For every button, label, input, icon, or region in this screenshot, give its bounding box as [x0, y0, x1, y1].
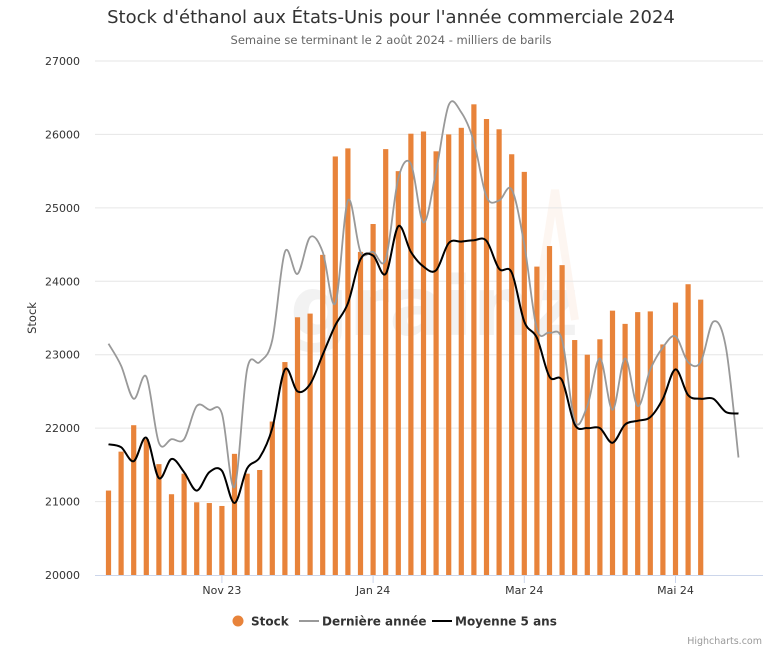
y-tick-label: 20000 [45, 569, 80, 582]
legend-item[interactable]: Moyenne 5 ans [432, 615, 557, 629]
x-tick-label: Nov 23 [202, 584, 241, 597]
chart-subtitle: Semaine se terminant le 2 août 2024 - mi… [231, 33, 552, 47]
stock-bar [219, 505, 225, 575]
stock-bar [294, 317, 301, 575]
stock-bar [105, 490, 112, 575]
stock-bar [584, 354, 590, 575]
stock-bar [357, 251, 364, 575]
x-tick-label: Mar 24 [505, 584, 543, 597]
y-tick-label: 23000 [45, 349, 80, 362]
stock-bar [420, 131, 427, 575]
stock-bar [206, 503, 212, 575]
y-tick-label: 26000 [45, 128, 80, 141]
stock-bar [269, 421, 275, 575]
y-tick-label: 22000 [45, 422, 80, 435]
x-tick-label: Mai 24 [657, 584, 694, 597]
stock-bar [345, 148, 351, 575]
y-tick-label: 25000 [45, 202, 80, 215]
stock-bar [320, 254, 326, 575]
stock-bar [307, 313, 313, 575]
stock-bar [156, 464, 162, 575]
stock-bar [546, 246, 553, 576]
stock-bar [471, 104, 477, 575]
stock-bar [168, 494, 175, 575]
stock-bar [622, 323, 628, 575]
stock-bar [685, 284, 691, 575]
chart-title: Stock d'éthanol aux États-Unis pour l'an… [107, 6, 675, 28]
stock-bar [231, 453, 238, 575]
y-tick-label: 24000 [45, 275, 80, 288]
stock-bar [635, 312, 641, 575]
stock-bar [698, 299, 704, 575]
stock-bar [383, 149, 389, 575]
y-tick-label: 27000 [45, 55, 80, 68]
legend-label: Stock [251, 615, 290, 629]
stock-bar [496, 129, 502, 575]
y-tick-label: 21000 [45, 496, 80, 509]
stock-bar [572, 340, 578, 575]
stock-bar [395, 171, 401, 575]
stock-bar [672, 302, 679, 575]
stock-bar [194, 502, 200, 575]
legend-symbol-stock [232, 615, 244, 627]
legend-label: Moyenne 5 ans [455, 615, 557, 629]
stock-bar [370, 224, 376, 576]
legend[interactable]: Stock Dernière année Moyenne 5 ans [232, 615, 557, 629]
stock-bar [131, 425, 137, 575]
stock-bar [244, 473, 250, 575]
stock-bar [597, 339, 603, 575]
stock-bar [143, 439, 149, 575]
stock-bar [660, 344, 666, 575]
stock-bar [446, 134, 452, 575]
legend-item[interactable]: Stock [232, 615, 290, 629]
credits[interactable]: Highcharts.com [687, 636, 762, 647]
y-axis-ticks: 20000 21000 22000 23000 24000 25000 26000 27000 [45, 55, 80, 582]
stock-bar [534, 266, 540, 575]
legend-item[interactable]: Dernière année [299, 615, 427, 629]
stock-bar [257, 469, 263, 575]
moyenne-5-ans-line [108, 224, 739, 505]
x-tick-label: Jan 24 [355, 584, 390, 597]
stock-bar [458, 127, 464, 575]
stock-bar [521, 171, 527, 575]
derniere-annee-line [107, 100, 740, 488]
legend-label: Dernière année [322, 615, 427, 629]
stock-bar [118, 451, 124, 575]
series-lines [107, 100, 740, 505]
stock-bar [408, 133, 414, 576]
stock-bar [647, 311, 653, 575]
stock-bar [332, 156, 338, 575]
stock-bar [559, 265, 565, 575]
stock-bar [433, 151, 439, 575]
y-axis-title: Stock [25, 302, 39, 334]
stock-bar [483, 119, 490, 575]
stock-bar [282, 362, 288, 575]
stock-bar [509, 154, 515, 576]
stock-bar [181, 473, 187, 575]
